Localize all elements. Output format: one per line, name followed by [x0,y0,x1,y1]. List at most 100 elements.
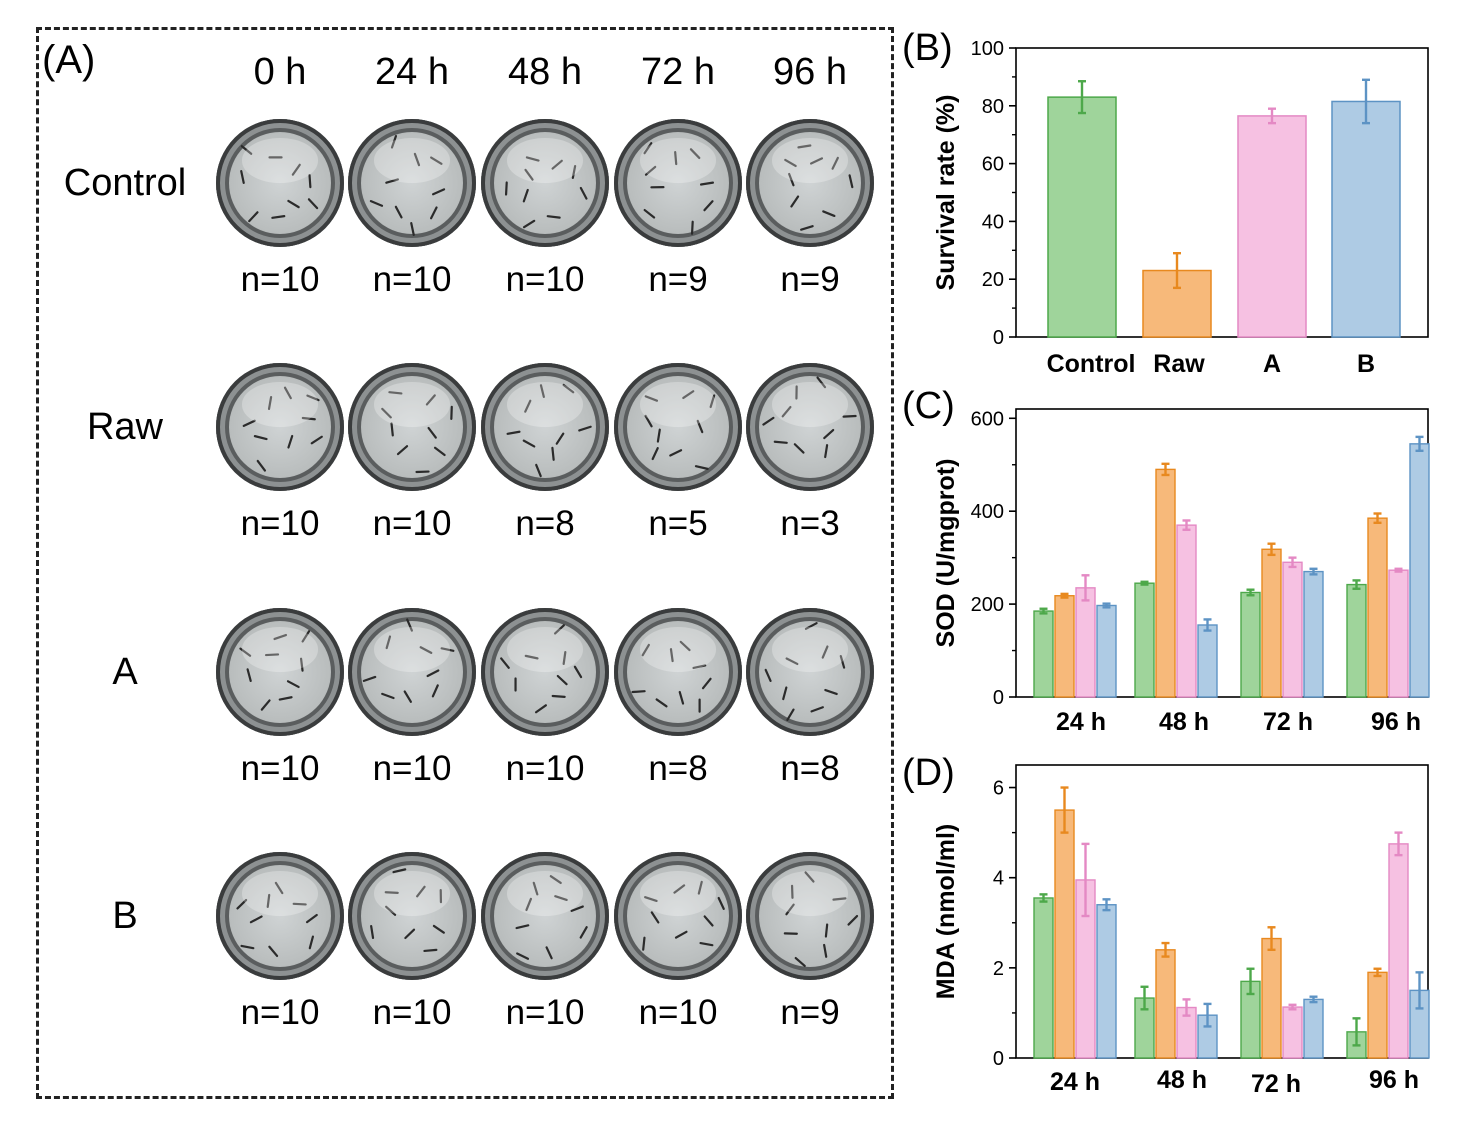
x-tick-label: 48 h [1159,708,1209,736]
beaker-photo [746,852,874,980]
group-label: B [112,895,138,937]
bar [1033,610,1054,698]
bar [1367,517,1388,698]
count-label: n=3 [780,504,840,543]
beaker-photo [746,363,874,491]
count-label: n=8 [648,749,708,788]
group-label: A [112,651,138,693]
x-tick-label: Control [1047,350,1136,378]
beaker-photo [216,852,344,980]
beaker-photo [481,852,609,980]
bar [1033,897,1054,1059]
y-tick-label: 0 [993,1048,1004,1070]
beaker-photo [746,608,874,736]
bar [1240,591,1261,698]
count-label: n=5 [648,504,708,543]
y-tick-label: 200 [971,594,1004,616]
bar [1054,809,1075,1059]
bar [1261,548,1282,698]
bar [1303,998,1324,1059]
group-label: Raw [86,406,164,448]
count-label: n=9 [780,260,840,299]
beaker-photo [614,608,742,736]
x-tick-label: B [1357,350,1375,378]
bar [1155,949,1176,1059]
y-tick-label: 0 [993,327,1004,349]
count-label: n=10 [505,260,585,299]
bar [1303,570,1324,698]
beaker-photo [481,363,609,491]
y-axis-label: SOD (U/mgprot) [932,459,960,648]
y-tick-label: 400 [971,501,1004,523]
y-axis-label: Survival rate (%) [932,95,960,291]
y-tick-label: 4 [993,868,1004,890]
beaker-photo [746,119,874,247]
y-tick-label: 6 [993,778,1004,800]
y-tick-label: 100 [971,38,1004,60]
bar [1096,604,1117,698]
plot-frame [1015,764,1429,1059]
bar [1096,904,1117,1059]
bar [1075,587,1096,698]
count-label: n=8 [780,749,840,788]
x-tick-label: 96 h [1369,1066,1419,1094]
beaker-photo [348,363,476,491]
beaker-photo [481,608,609,736]
y-tick-label: 20 [982,269,1004,291]
count-label: n=10 [240,260,320,299]
count-label: n=10 [505,993,585,1032]
bar [1176,524,1197,698]
bar [1388,843,1409,1059]
beaker-photo [216,363,344,491]
beaker-photo [216,119,344,247]
y-axis-label: MDA (nmol/ml) [932,824,960,999]
x-tick-label: 24 h [1056,708,1106,736]
bar [1047,96,1117,338]
y-tick-label: 0 [993,687,1004,709]
count-label: n=10 [372,504,452,543]
time-label: 24 h [375,51,449,93]
y-tick-label: 60 [982,154,1004,176]
x-tick-label: 72 h [1263,708,1313,736]
count-label: n=10 [240,504,320,543]
panel-a-frame [36,27,894,1099]
count-label: n=10 [372,749,452,788]
count-label: n=10 [372,993,452,1032]
beaker-photo [614,119,742,247]
count-label: n=10 [638,993,718,1032]
beaker-photo [216,608,344,736]
x-tick-label: 48 h [1157,1066,1207,1094]
beaker-photo [614,852,742,980]
bar [1197,624,1218,698]
bar [1237,115,1307,338]
time-label: 72 h [641,51,715,93]
count-label: n=10 [240,749,320,788]
x-tick-label: 72 h [1251,1070,1301,1098]
time-label: 48 h [508,51,582,93]
bar [1331,100,1401,338]
panel-letter: (B) [902,27,953,69]
bar [1282,561,1303,698]
panel-a-letter: (A) [42,38,96,82]
beaker-photo [614,363,742,491]
bar [1409,443,1430,698]
x-tick-label: Raw [1153,350,1205,378]
beaker-photo [481,119,609,247]
y-tick-label: 600 [971,408,1004,430]
bar [1155,468,1176,698]
time-label: 0 h [253,51,307,93]
x-tick-label: A [1263,350,1281,378]
panel-letter: (C) [902,385,955,427]
bar [1346,583,1367,698]
beaker-photo [348,608,476,736]
bar [1261,937,1282,1059]
group-label: Control [63,162,187,204]
bar [1134,582,1155,698]
x-tick-label: 24 h [1050,1068,1100,1096]
count-label: n=10 [240,993,320,1032]
y-tick-label: 2 [993,958,1004,980]
panel-letter: (D) [902,752,955,794]
count-label: n=9 [648,260,708,299]
x-tick-label: 96 h [1371,708,1421,736]
